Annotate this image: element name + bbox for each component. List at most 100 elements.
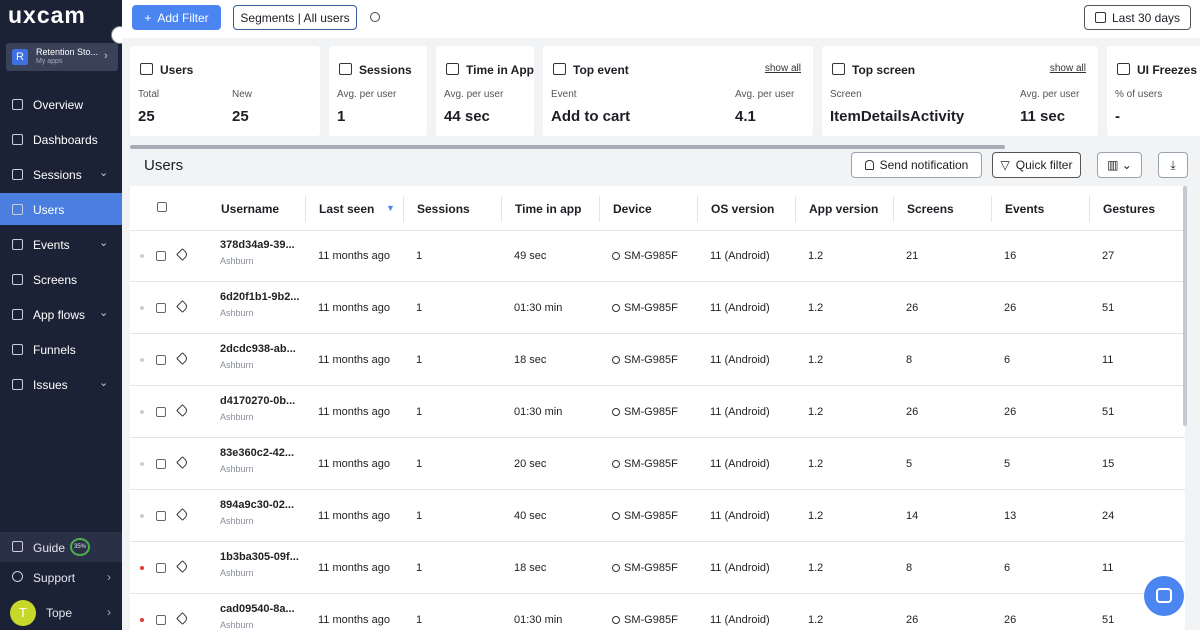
column-header[interactable]: OS version xyxy=(711,202,775,216)
app-subtitle: My apps xyxy=(36,58,63,65)
table-row[interactable]: 1b3ba305-09f... Ashburn 11 months ago 1 18 s… xyxy=(130,542,1185,594)
row-checkbox[interactable] xyxy=(156,459,166,469)
summary-card: Top screen show all Screen ItemDetailsActiv… xyxy=(822,46,1098,136)
table-row[interactable]: 378d34a9-39... Ashburn 11 months ago 1 49 se… xyxy=(130,230,1185,282)
device-icon xyxy=(612,252,620,260)
user-name[interactable]: Tope xyxy=(46,606,73,620)
column-header[interactable]: Time in app xyxy=(515,202,582,216)
segments-button[interactable]: Segments | All users xyxy=(233,5,357,30)
scrollbar[interactable] xyxy=(130,145,1005,149)
nav-item[interactable]: Issues ⌄ xyxy=(0,368,122,400)
column-header[interactable]: Username xyxy=(221,202,280,216)
column-header[interactable]: Screens xyxy=(907,202,954,216)
table-row[interactable]: 83e360c2-42... Ashburn 11 months ago 1 20 se… xyxy=(130,438,1185,490)
support-link[interactable]: Support xyxy=(33,571,76,585)
table-row[interactable]: 894a9c30-02... Ashburn 11 months ago 1 40 se… xyxy=(130,490,1185,542)
nav-item[interactable]: Events ⌄ xyxy=(0,228,122,260)
column-header[interactable]: Last seen xyxy=(319,202,375,216)
cell: 11 (Android) xyxy=(710,354,770,366)
table-row[interactable]: d4170270-0b... Ashburn 11 months ago 1 01:30… xyxy=(130,386,1185,438)
collapse-button[interactable] xyxy=(111,26,122,44)
row-checkbox[interactable] xyxy=(156,615,166,625)
username[interactable]: 6d20f1b1-9b2... xyxy=(220,291,300,303)
tag-icon[interactable] xyxy=(176,560,189,573)
table-row[interactable]: cad09540-8a... Ashburn 11 months ago 1 01:30… xyxy=(130,594,1185,630)
nav-label: Dashboards xyxy=(33,133,98,147)
sort-indicator: ▼ xyxy=(386,203,395,213)
add-filter-button[interactable]: + Add Filter xyxy=(132,5,221,30)
column-header[interactable]: Gestures xyxy=(1103,202,1156,216)
cell: 11 (Android) xyxy=(710,406,770,418)
chat-button[interactable] xyxy=(1144,576,1184,616)
tag-icon[interactable] xyxy=(176,248,189,261)
tag-icon[interactable] xyxy=(176,456,189,469)
nav-item[interactable]: Funnels xyxy=(0,333,122,365)
download-button[interactable]: ⤓ xyxy=(1158,152,1188,178)
app-switcher[interactable]: R Retention Sto... My apps › xyxy=(6,43,118,71)
tag-icon[interactable] xyxy=(176,404,189,417)
header-checkbox[interactable] xyxy=(157,202,167,212)
username[interactable]: 894a9c30-02... xyxy=(220,499,295,511)
tag-icon[interactable] xyxy=(176,300,189,313)
username[interactable]: 2dcdc938-ab... xyxy=(220,343,296,355)
column-header[interactable]: Sessions xyxy=(417,202,470,216)
location: Ashburn xyxy=(220,620,254,630)
status-dot xyxy=(140,358,144,362)
device-icon xyxy=(612,564,620,572)
username[interactable]: cad09540-8a... xyxy=(220,603,295,615)
device-icon xyxy=(612,356,620,364)
nav-item[interactable]: Screens xyxy=(0,263,122,295)
username[interactable]: 1b3ba305-09f... xyxy=(220,551,299,563)
row-checkbox[interactable] xyxy=(156,303,166,313)
nav-item[interactable]: Overview xyxy=(0,88,122,120)
card-title: Time in App xyxy=(466,63,534,77)
table-row[interactable]: 2dcdc938-ab... Ashburn 11 months ago 1 18 se… xyxy=(130,334,1185,386)
column-header[interactable]: App version xyxy=(809,202,879,216)
icon xyxy=(12,239,23,250)
stat-value: 4.1 xyxy=(735,108,756,125)
table-scrollbar[interactable] xyxy=(1183,186,1187,426)
row-checkbox[interactable] xyxy=(156,355,166,365)
date-range-button[interactable]: Last 30 days xyxy=(1084,5,1191,30)
logo[interactable]: uxcam xyxy=(8,2,86,28)
row-checkbox[interactable] xyxy=(156,563,166,573)
cell: 1 xyxy=(416,614,423,626)
cell: 26 xyxy=(1004,406,1017,418)
row-checkbox[interactable] xyxy=(156,511,166,521)
row-checkbox[interactable] xyxy=(156,407,166,417)
column-header[interactable]: Events xyxy=(1005,202,1045,216)
nav-label: Screens xyxy=(33,273,78,287)
columns-button[interactable]: ▥ ⌄ xyxy=(1097,152,1142,178)
cell: 13 xyxy=(1004,510,1017,522)
stat-value: 1 xyxy=(337,108,346,125)
table-row[interactable]: 6d20f1b1-9b2... Ashburn 11 months ago 1 01:3… xyxy=(130,282,1185,334)
status-dot xyxy=(140,410,144,414)
cell: 16 xyxy=(1004,250,1017,262)
icon xyxy=(12,204,23,215)
show-all-link[interactable]: show all xyxy=(764,63,801,74)
nav-item[interactable]: Dashboards xyxy=(0,123,122,155)
stat-label: Event xyxy=(551,89,577,100)
tag-icon[interactable] xyxy=(176,508,189,521)
device: SM-G985F xyxy=(624,354,678,366)
calendar-icon xyxy=(1094,12,1106,23)
tag-icon[interactable] xyxy=(176,352,189,365)
tag-icon[interactable] xyxy=(176,612,189,625)
nav-item[interactable]: App flows ⌄ xyxy=(0,298,122,330)
show-all-link[interactable]: show all xyxy=(1049,63,1086,74)
send-notification-button[interactable]: Send notification xyxy=(851,152,982,178)
column-header[interactable]: Device xyxy=(613,202,652,216)
username[interactable]: 83e360c2-42... xyxy=(220,447,295,459)
search-icon[interactable] xyxy=(370,12,380,22)
cell: 40 sec xyxy=(514,510,547,522)
quick-filter-button[interactable]: ▽ Quick filter xyxy=(992,152,1081,178)
location: Ashburn xyxy=(220,516,254,526)
username[interactable]: 378d34a9-39... xyxy=(220,239,295,251)
icon xyxy=(12,274,23,285)
row-checkbox[interactable] xyxy=(156,251,166,261)
guide[interactable]: Guide 35% xyxy=(0,532,122,562)
nav-item[interactable]: Users xyxy=(0,193,122,225)
username[interactable]: d4170270-0b... xyxy=(220,395,296,407)
label: Quick filter xyxy=(1015,158,1073,172)
nav-item[interactable]: Sessions ⌄ xyxy=(0,158,122,190)
